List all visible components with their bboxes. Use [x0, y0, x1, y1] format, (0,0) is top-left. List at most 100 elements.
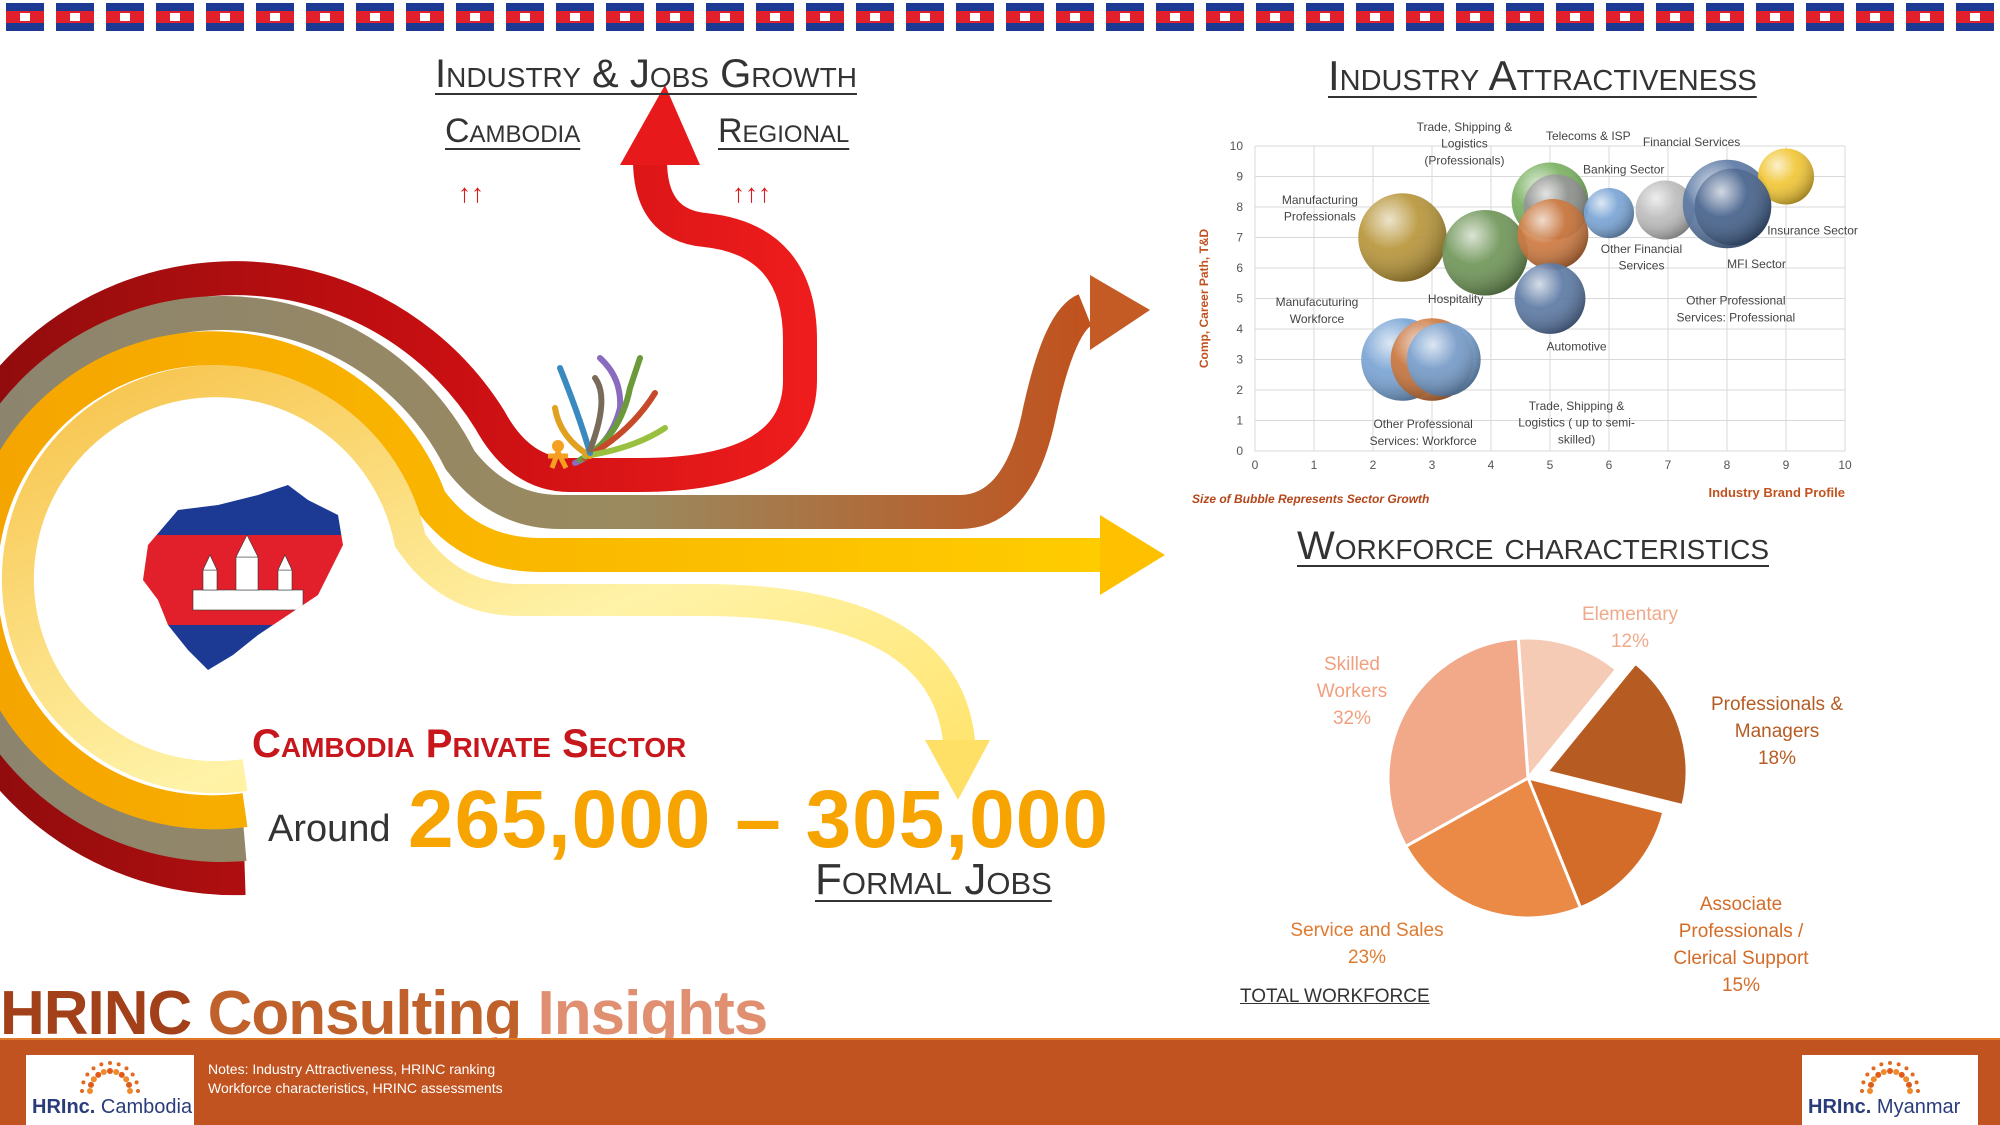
hrinc-insights-title: HRINC Consulting Insights — [0, 978, 768, 1049]
pie-slice-label: Elementary 12% — [1582, 604, 1679, 652]
hrinc-myanmar-logo: HRInc. Myanmar — [1802, 1055, 1978, 1125]
pie-slice-label: Service and Sales 23% — [1290, 920, 1443, 968]
y-tick-label: 10 — [1230, 139, 1244, 153]
mini-flag-icon — [156, 3, 194, 31]
mini-flag-icon — [1956, 3, 1994, 31]
logo-left-sub: Cambodia — [100, 1096, 193, 1118]
mini-flag-icon — [306, 3, 344, 31]
y-tick-label: 9 — [1236, 170, 1243, 184]
red-growth-band — [0, 159, 817, 896]
x-tick-label: 7 — [1665, 458, 1672, 472]
burst-dot — [1916, 1089, 1920, 1093]
burst-dot — [1871, 1066, 1876, 1071]
burst-dot — [87, 1088, 93, 1094]
mini-flag-icon — [1556, 3, 1594, 31]
burst-dot — [1860, 1089, 1864, 1093]
x-tick-label: 3 — [1429, 458, 1436, 472]
burst-dot — [1914, 1080, 1919, 1085]
yellow-arrowhead — [925, 740, 990, 800]
bubble-label: skilled) — [1558, 432, 1595, 446]
y-tick-label: 1 — [1236, 414, 1243, 428]
bubble — [1517, 199, 1589, 270]
mini-flag-icon — [1156, 3, 1194, 31]
bubble — [1406, 322, 1481, 397]
burst-dot — [80, 1089, 84, 1093]
burst-dot — [123, 1076, 130, 1083]
mini-flag-icon — [506, 3, 544, 31]
burst-dot — [1898, 1071, 1905, 1078]
bubble-label: Services — [1618, 259, 1664, 273]
mini-flag-icon — [556, 3, 594, 31]
x-tick-label: 1 — [1311, 458, 1318, 472]
bubble-label: Trade, Shipping & — [1417, 120, 1513, 134]
mini-flag-icon — [1056, 3, 1094, 31]
burst-dot — [87, 1081, 94, 1088]
x-tick-label: 6 — [1606, 458, 1613, 472]
mini-flag-icon — [206, 3, 244, 31]
regional-growth-indicator: ↑↑↑ — [732, 178, 771, 208]
pie-slice-label: Skilled Workers 32% — [1317, 654, 1387, 729]
mini-flag-icon — [1656, 3, 1694, 31]
industry-attractiveness-bubble-chart: Trade, Shipping & Logistics (Professionals… — [1192, 120, 1858, 506]
mini-flag-icon — [1856, 3, 1894, 31]
bubble-label: Services: Workforce — [1370, 434, 1477, 448]
workforce-characteristics-title: Workforce characteristics — [1297, 524, 1770, 568]
mini-flag-icon — [1306, 3, 1344, 31]
x-tick-label: 5 — [1547, 458, 1554, 472]
bubble-label: (Professionals) — [1424, 153, 1504, 167]
mini-flag-icon — [756, 3, 794, 31]
mini-flag-icon — [1756, 3, 1794, 31]
bubble-label: Telecoms & ISP — [1546, 129, 1631, 143]
burst-dot — [81, 1080, 86, 1085]
sunburst-icon — [80, 1061, 140, 1094]
burst-dot — [1907, 1088, 1913, 1094]
burst-dot — [1903, 1076, 1910, 1083]
burst-dot — [1879, 1062, 1884, 1067]
y-tick-label: 3 — [1236, 353, 1243, 367]
mini-flag-icon — [906, 3, 944, 31]
burst-dot — [1896, 1062, 1901, 1067]
bubble-label: Other Professional — [1373, 417, 1472, 431]
burst-dot — [107, 1068, 113, 1074]
formal-jobs-label: Formal Jobs — [815, 855, 1052, 904]
burst-dot — [116, 1062, 121, 1067]
mini-flag-icon — [6, 3, 44, 31]
burst-dot — [1867, 1081, 1874, 1088]
mini-flag-icon — [106, 3, 144, 31]
cambodia-label: Cambodia — [445, 112, 581, 150]
mini-flag-icon — [956, 3, 994, 31]
bubble-label: Logistics — [1441, 137, 1488, 151]
burst-dot — [134, 1080, 139, 1085]
burst-dot — [1861, 1080, 1866, 1085]
burst-dot — [108, 1061, 112, 1065]
bubble — [1514, 263, 1586, 334]
burst-dot — [1875, 1071, 1882, 1078]
mini-flag-icon — [1106, 3, 1144, 31]
y-tick-label: 6 — [1236, 261, 1243, 275]
gold-growth-band — [0, 331, 1100, 830]
formal-jobs-range: 265,000 – 305,000 — [408, 774, 1109, 865]
pie-slice — [1386, 636, 1530, 849]
mini-flag-icon — [56, 3, 94, 31]
logo-right-main: HRInc. — [1808, 1096, 1872, 1118]
bubble-label: Financial Services — [1643, 135, 1740, 149]
mini-flag-icon — [706, 3, 744, 31]
bubble — [1694, 168, 1772, 246]
pie-slice-label: Associate Professionals / Clerical Support… — [1673, 894, 1809, 996]
bubble-label: Banking Sector — [1583, 162, 1664, 176]
bubble — [1583, 188, 1635, 239]
burst-dot — [99, 1062, 104, 1067]
bubble-label: Trade, Shipping & — [1529, 399, 1625, 413]
bubble-label: Professionals — [1284, 210, 1356, 224]
bubble-label: Workforce — [1290, 312, 1345, 326]
mini-flag-icon — [1206, 3, 1244, 31]
total-workforce-label: TOTAL WORKFORCE — [1240, 986, 1430, 1007]
burst-dot — [1910, 1072, 1915, 1077]
bubble — [1442, 209, 1528, 296]
mini-flag-icon — [856, 3, 894, 31]
burst-dot — [85, 1072, 90, 1077]
gray-growth-band — [0, 294, 1094, 862]
burst-dot — [127, 1088, 133, 1094]
burst-dot — [1888, 1061, 1892, 1065]
workforce-pie-chart: Elementary 12% Professionals & Managers 18% A… — [1290, 604, 1843, 996]
